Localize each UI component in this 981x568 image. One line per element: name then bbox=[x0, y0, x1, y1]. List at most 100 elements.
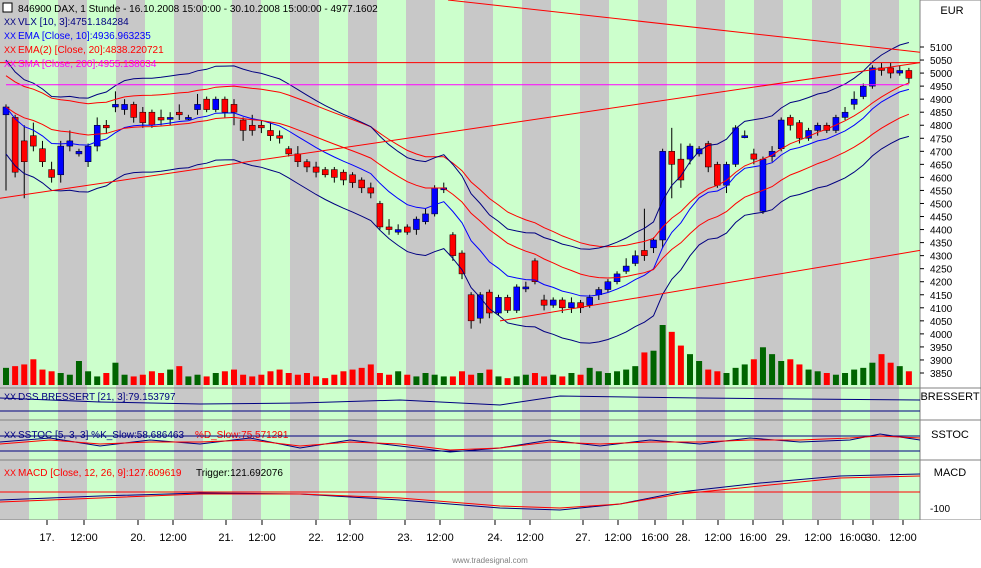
y-tick-label: 4550 bbox=[930, 186, 953, 197]
volume-bar bbox=[732, 367, 739, 385]
session-band bbox=[174, 0, 203, 520]
candle-body bbox=[230, 104, 238, 113]
volume-bar bbox=[860, 367, 867, 385]
volume-bar bbox=[3, 367, 9, 385]
volume-bar bbox=[176, 366, 183, 385]
legend-item: EMA [Close, 10]:4936.963235 bbox=[18, 31, 151, 42]
x-tick-label: 28. bbox=[675, 532, 690, 544]
volume-bar bbox=[57, 373, 64, 385]
volume-bar bbox=[705, 369, 712, 385]
footer-credit: www.tradesignal.com bbox=[451, 556, 528, 565]
macd-trigger-curve bbox=[0, 475, 921, 509]
candle-body bbox=[850, 98, 858, 105]
session-band bbox=[377, 0, 406, 520]
candle-body bbox=[860, 85, 867, 97]
volume-bar bbox=[504, 378, 511, 385]
candle-body bbox=[513, 286, 520, 311]
volume-bar bbox=[130, 376, 137, 385]
volume-bar bbox=[185, 376, 192, 385]
legend-item: EMA(2) [Close, 20]:4838.220721 bbox=[18, 45, 164, 56]
ema-20-line bbox=[5, 106, 910, 279]
x-tick-label: 16:00 bbox=[839, 532, 867, 544]
y-tick-label: 5000 bbox=[930, 69, 953, 80]
volume-bar bbox=[340, 371, 347, 385]
candle-body bbox=[267, 130, 274, 136]
volume-bar bbox=[677, 345, 684, 385]
candle-body bbox=[30, 135, 37, 147]
volume-bar bbox=[440, 376, 447, 385]
time-axis bbox=[0, 520, 981, 568]
candle-body bbox=[431, 187, 438, 215]
candle-body bbox=[632, 255, 639, 264]
volume-bar bbox=[641, 352, 648, 385]
volume-bar bbox=[696, 361, 703, 385]
macd-marker: XX bbox=[4, 468, 16, 478]
x-tick-label: 12:00 bbox=[248, 532, 276, 544]
y-tick-label: 4450 bbox=[930, 213, 953, 224]
volume-bar bbox=[422, 373, 429, 385]
session-band bbox=[899, 0, 920, 520]
candle-body bbox=[112, 104, 119, 108]
volume-bar bbox=[66, 374, 73, 385]
candle-body bbox=[340, 171, 347, 181]
volume-bar bbox=[48, 371, 55, 385]
volume-bar bbox=[759, 347, 766, 385]
volume-bar bbox=[531, 373, 538, 385]
y-tick-label: 4400 bbox=[930, 226, 953, 237]
volume-bar bbox=[887, 362, 894, 385]
volume-bar bbox=[477, 373, 484, 385]
candle-body bbox=[39, 148, 46, 163]
volume-bar bbox=[294, 374, 301, 385]
y-tick-label: 3850 bbox=[930, 369, 953, 380]
volume-bar bbox=[404, 374, 411, 385]
candle-body bbox=[130, 104, 137, 118]
x-tick-label: 12:00 bbox=[889, 532, 917, 544]
dss-label: DSS BRESSERT [21, 3]:79.153797 bbox=[18, 392, 176, 403]
volume-bar bbox=[30, 359, 37, 385]
candle-body bbox=[476, 294, 484, 319]
candle-body bbox=[303, 161, 311, 168]
candle-body bbox=[212, 98, 220, 110]
volume-bar bbox=[842, 373, 849, 385]
candle-body bbox=[248, 124, 256, 131]
chart-title: 846900 DAX, 1 Stunde - 16.10.2008 15:00:… bbox=[18, 4, 378, 15]
x-tick-label: 12:00 bbox=[604, 532, 632, 544]
volume-bar bbox=[741, 364, 748, 385]
volume-bar bbox=[769, 354, 776, 385]
candle-body bbox=[422, 213, 429, 222]
y-tick-label: 4600 bbox=[930, 173, 953, 184]
candle-body bbox=[805, 130, 812, 139]
volume-bar bbox=[486, 369, 493, 385]
volume-bar bbox=[395, 371, 402, 385]
currency-label: EUR bbox=[940, 5, 963, 17]
volume-bar bbox=[468, 374, 475, 385]
volume-bar bbox=[158, 373, 165, 385]
y-tick-label: 4100 bbox=[930, 304, 953, 315]
candle-body bbox=[449, 234, 457, 256]
y-tick-label: 4350 bbox=[930, 239, 953, 250]
candle-body bbox=[504, 297, 511, 311]
candle-body bbox=[376, 203, 384, 228]
y-tick-label: 4200 bbox=[930, 278, 953, 289]
session-band bbox=[406, 0, 435, 520]
session-band bbox=[551, 0, 580, 520]
candle-body bbox=[531, 260, 539, 282]
candle-body bbox=[385, 226, 393, 230]
volume-bar bbox=[85, 371, 92, 385]
volume-bar bbox=[358, 367, 365, 385]
volume-bar bbox=[851, 369, 858, 385]
volume-bar bbox=[203, 376, 210, 385]
x-tick-label: 17. bbox=[39, 532, 54, 544]
macd-curve bbox=[0, 473, 921, 511]
candle-body bbox=[349, 174, 356, 183]
candle-body bbox=[57, 145, 64, 176]
volume-bar bbox=[668, 331, 675, 385]
candle-body bbox=[750, 153, 758, 160]
volume-bar bbox=[604, 373, 611, 385]
session-band bbox=[261, 0, 290, 520]
volume-bar bbox=[267, 371, 274, 385]
y-tick-label: 4650 bbox=[930, 160, 953, 171]
x-tick-label: 12:00 bbox=[159, 532, 187, 544]
candle-body bbox=[896, 70, 904, 74]
volume-bar bbox=[896, 366, 903, 385]
